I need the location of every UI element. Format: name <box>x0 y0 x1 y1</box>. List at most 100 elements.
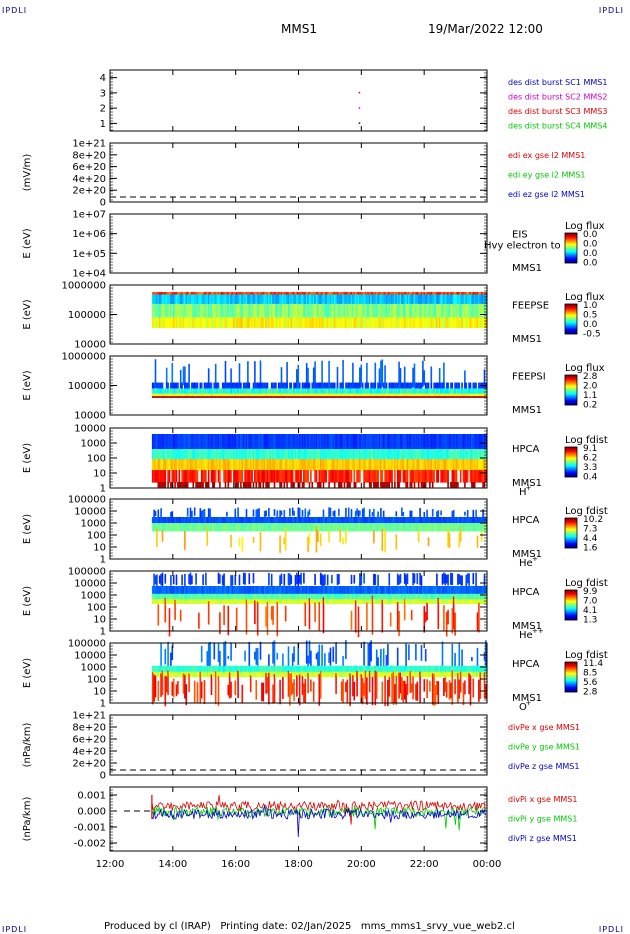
panel-5-spectrogram-mark <box>177 449 179 460</box>
panel-5-spectrogram-mark <box>314 459 316 471</box>
panel-4-spectrogram-mark <box>165 382 168 394</box>
panel-4-spectrogram-mark <box>478 388 480 395</box>
panel-5-spectrogram-mark <box>399 459 402 471</box>
panel-3-spectrogram-mark <box>303 294 305 305</box>
panel-3-spectrogram-mark <box>361 292 364 296</box>
panel-6-spectrogram-mark <box>440 510 442 516</box>
panel-7-spectrogram-mark <box>266 593 269 600</box>
panel-5-spectrogram-mark <box>399 470 402 483</box>
panel-7-spectrogram-mark <box>241 586 244 595</box>
panel-3-spectrogram-mark <box>189 303 192 319</box>
panel-4-spectrogram-mark <box>452 388 455 395</box>
panel-4-spectrogram-mark <box>391 396 393 398</box>
panel-4-spectrogram-mark <box>329 393 332 397</box>
panel-6-spectrogram-mark <box>476 523 479 532</box>
panel-5-spectrogram-mark <box>252 434 255 450</box>
panel-4-spectrogram-mark <box>263 388 266 395</box>
panel-7-spectrogram-mark <box>154 586 157 595</box>
panel-4-spectrogram-mark <box>241 393 244 397</box>
panel-7-spectrogram-mark <box>156 599 158 604</box>
panel-5-spectrogram-mark <box>216 449 218 460</box>
panel-3-spectrogram-mark <box>311 292 314 296</box>
panel-5-spectrogram-mark <box>322 482 325 488</box>
panel-5-spectrogram-mark <box>203 459 206 471</box>
panel-4-spectrogram-mark <box>328 393 330 397</box>
panel-4-spectrogram-mark <box>312 393 315 397</box>
panel-4-spectrogram-mark <box>357 382 360 394</box>
panel-6-spectrogram-mark <box>157 509 160 519</box>
panel-6-spectrogram-mark <box>466 509 469 518</box>
panel-5-spectrogram-mark <box>251 459 253 471</box>
panel-7-spectrogram-mark <box>266 599 269 604</box>
panel-3-spectrogram-mark <box>437 317 440 329</box>
panel-7-spectrogram-mark <box>434 593 437 600</box>
panel-4-spectrogram-mark <box>380 396 382 398</box>
panel-4-spectrogram-mark <box>417 393 420 397</box>
panel-5-spectrogram-mark <box>184 470 186 483</box>
panel-4-spectrogram-mark <box>339 396 342 398</box>
panel-6-spectrogram-mark <box>164 517 167 524</box>
panel-7-spectrogram-mark <box>189 572 192 586</box>
panel-4-colorbar-cell <box>565 383 577 385</box>
panel-0-y-tick-label: 3 <box>100 88 106 99</box>
panel-5-spectrogram-mark <box>305 459 308 471</box>
panel-3-spectrogram-mark <box>207 303 210 319</box>
panel-5-spectrogram-mark <box>235 459 238 471</box>
panel-5-spectrogram-mark <box>219 434 221 450</box>
panel-6-colorbar-cell <box>565 533 577 535</box>
panel-5-spectrogram-mark <box>459 470 462 483</box>
panel-7-spectrogram-mark <box>240 593 242 600</box>
panel-3-spectrogram-mark <box>364 317 367 329</box>
panel-4-spectrogram-mark <box>231 388 234 395</box>
panel-5-spectrogram-mark <box>415 459 417 471</box>
panel-3-spectrogram-mark <box>382 292 385 296</box>
panel-5-spectrogram-mark <box>340 482 343 488</box>
panel-5-spectrogram-mark <box>356 459 358 471</box>
panel-3-spectrogram-mark <box>445 294 448 305</box>
panel-4-spectrogram-mark <box>240 396 242 398</box>
panel-3-spectrogram-mark <box>189 294 192 305</box>
panel-6-spectrogram-mark <box>202 523 204 532</box>
panel-5-spectrogram-mark <box>189 459 192 471</box>
panel-4-spectrogram-mark <box>184 393 186 397</box>
panel-5-spectrogram-mark <box>310 459 312 471</box>
panel-7-spectrogram-mark <box>177 593 179 600</box>
panel-4-spectrogram-mark <box>315 388 318 395</box>
panel-7-spectrogram-mark <box>324 593 326 600</box>
panel-4-spectrogram-mark <box>402 393 405 397</box>
panel-6-spectrogram-mark <box>268 507 270 517</box>
panel-3-spectrogram-mark <box>471 303 473 319</box>
panel-4-spectrogram-mark <box>319 396 322 398</box>
panel-4-spectrogram-mark <box>298 388 301 395</box>
panel-7-spectrogram-mark <box>213 599 216 604</box>
panel-6-spectrogram-mark <box>375 517 378 524</box>
panel-3-spectrogram-mark <box>297 292 300 296</box>
panel-5-spectrogram-mark <box>290 459 293 471</box>
panel-7-spectrogram-mark <box>224 599 227 604</box>
panel-4-spectrogram-mark <box>349 388 351 395</box>
panel-3-spectrogram-mark <box>172 303 175 319</box>
panel-5-spectrogram-mark <box>244 459 246 471</box>
panel-4-spectrogram-mark <box>350 382 353 394</box>
panel-4-spectrogram-mark <box>354 396 357 398</box>
panel-3-spectrogram-mark <box>263 303 266 319</box>
panel-6-spectrogram-mark <box>482 517 484 524</box>
panel-7-spectrogram-mark <box>396 593 399 600</box>
panel-7-spectrogram-mark <box>403 598 406 621</box>
panel-3-spectrogram-mark <box>308 292 311 296</box>
panel-3-spectrogram-mark <box>455 317 458 329</box>
panel-6-colorbar-cell <box>565 539 577 541</box>
panel-7-spectrogram-mark <box>210 586 213 595</box>
panel-5-spectrogram-mark <box>473 482 476 488</box>
panel-7-spectrogram-mark <box>385 586 388 595</box>
panel-4-spectrogram-mark <box>153 382 155 394</box>
panel-4-spectrogram-mark <box>466 388 469 395</box>
panel-7-spectrogram-mark <box>265 586 267 595</box>
panel-6-spectrogram-mark <box>419 507 421 517</box>
panel-4-spectrogram-mark <box>464 393 466 397</box>
panel-5-spectrogram-mark <box>192 434 195 450</box>
panel-4-spectrogram-mark <box>209 396 211 398</box>
panel-4-spectrogram-mark <box>237 382 239 394</box>
panel-5-spectrogram-mark <box>312 434 315 450</box>
panel-4-spectrogram-mark <box>361 393 364 397</box>
